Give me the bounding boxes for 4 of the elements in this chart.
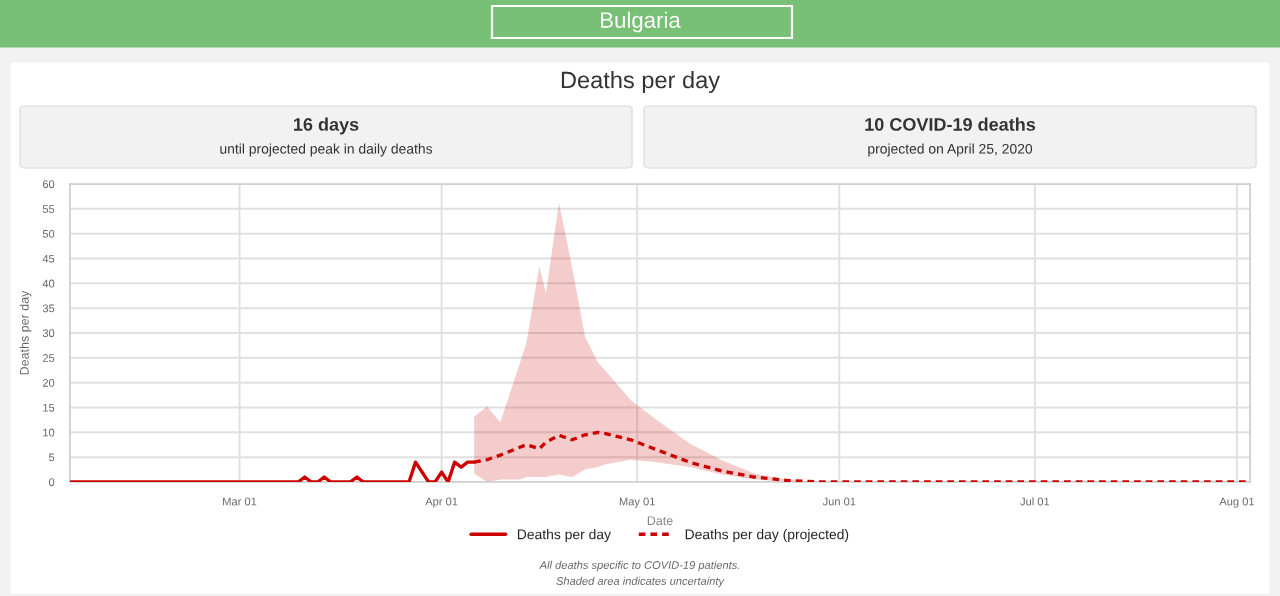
- text: 10 COVID-19 deaths: [865, 117, 1036, 131]
- chart-subtitle: Bulgaria: [601, 11, 681, 33]
- chart-title: Deaths per day: [561, 71, 721, 93]
- text: 16 days: [294, 117, 359, 135]
